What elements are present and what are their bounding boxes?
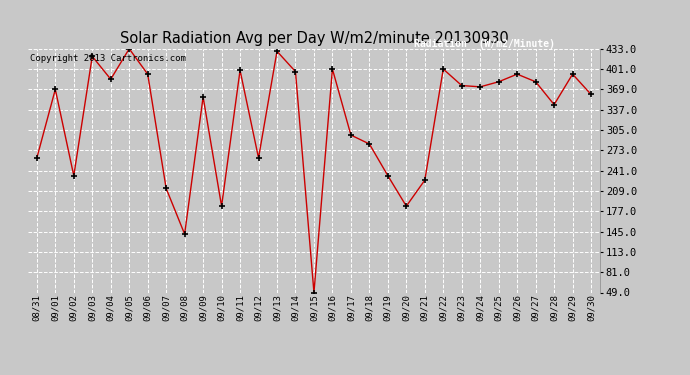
Text: Radiation  (W/m2/Minute): Radiation (W/m2/Minute) xyxy=(414,39,555,49)
Title: Solar Radiation Avg per Day W/m2/minute 20130930: Solar Radiation Avg per Day W/m2/minute … xyxy=(119,31,509,46)
Text: Copyright 2013 Cartronics.com: Copyright 2013 Cartronics.com xyxy=(30,54,186,63)
